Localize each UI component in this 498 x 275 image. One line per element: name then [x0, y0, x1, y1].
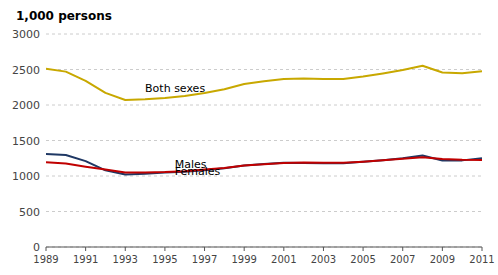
x-tick [363, 247, 364, 251]
y-tick-label: 500 [19, 206, 40, 219]
x-tick [323, 247, 324, 251]
y-tick-label: 2000 [12, 99, 40, 112]
x-axis-line [46, 247, 482, 248]
x-tick-label: 1991 [73, 254, 98, 265]
x-tick [204, 247, 205, 251]
y-axis-label: 1,000 persons [16, 9, 112, 23]
x-tick [482, 247, 483, 251]
grid-line [46, 140, 482, 141]
x-tick [244, 247, 245, 251]
x-tick [164, 247, 165, 251]
y-tick-label: 1000 [12, 170, 40, 183]
y-tick-label: 3000 [12, 28, 40, 41]
grid-line [46, 247, 482, 248]
series-line [46, 154, 482, 175]
x-tick [402, 247, 403, 251]
x-tick-label: 2009 [430, 254, 455, 265]
x-tick-label: 1993 [113, 254, 138, 265]
x-tick-label: 2011 [469, 254, 494, 265]
x-tick-label: 1997 [192, 254, 217, 265]
grid-line [46, 211, 482, 212]
y-tick-label: 2500 [12, 64, 40, 77]
grid-line [46, 34, 482, 35]
series-line [46, 66, 482, 100]
x-tick-label: 2003 [311, 254, 336, 265]
x-tick-label: 1995 [152, 254, 177, 265]
grid-line [46, 176, 482, 177]
x-tick-label: 2005 [350, 254, 375, 265]
series-label: Both sexes [145, 82, 205, 95]
grid-line [46, 69, 482, 70]
series-label: Females [175, 165, 221, 178]
chart: 0 500 1000 1500 2000 2500 3000 1989 1991 1993 1995… [0, 0, 498, 275]
y-tick-label: 1500 [12, 135, 40, 148]
plot-area [46, 66, 482, 175]
x-tick [442, 247, 443, 251]
series-line [46, 157, 482, 172]
x-tick [85, 247, 86, 251]
x-tick-label: 2007 [390, 254, 415, 265]
x-tick-label: 1989 [33, 254, 58, 265]
grid-line [46, 105, 482, 106]
x-tick [125, 247, 126, 251]
x-tick [283, 247, 284, 251]
x-tick-label: 1999 [231, 254, 256, 265]
x-tick [46, 247, 47, 251]
x-tick-label: 2001 [271, 254, 296, 265]
y-tick-label: 0 [33, 241, 40, 254]
